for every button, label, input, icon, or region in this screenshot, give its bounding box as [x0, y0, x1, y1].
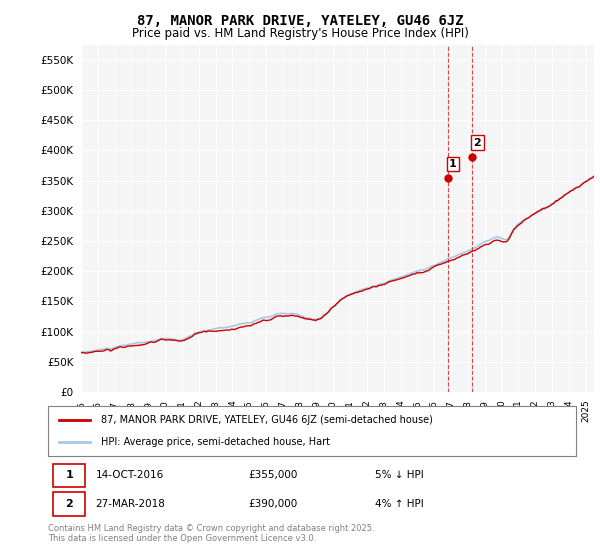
FancyBboxPatch shape [53, 464, 85, 487]
Text: 2: 2 [65, 499, 73, 509]
Text: £355,000: £355,000 [248, 470, 298, 480]
Text: 14-OCT-2016: 14-OCT-2016 [95, 470, 164, 480]
Text: £390,000: £390,000 [248, 499, 298, 509]
Text: 4% ↑ HPI: 4% ↑ HPI [376, 499, 424, 509]
Text: 87, MANOR PARK DRIVE, YATELEY, GU46 6JZ (semi-detached house): 87, MANOR PARK DRIVE, YATELEY, GU46 6JZ … [101, 415, 433, 425]
Text: Contains HM Land Registry data © Crown copyright and database right 2025.
This d: Contains HM Land Registry data © Crown c… [48, 524, 374, 543]
Text: 5% ↓ HPI: 5% ↓ HPI [376, 470, 424, 480]
Text: HPI: Average price, semi-detached house, Hart: HPI: Average price, semi-detached house,… [101, 437, 330, 447]
Text: Price paid vs. HM Land Registry's House Price Index (HPI): Price paid vs. HM Land Registry's House … [131, 27, 469, 40]
Text: 2: 2 [473, 138, 481, 148]
FancyBboxPatch shape [53, 492, 85, 516]
Text: 27-MAR-2018: 27-MAR-2018 [95, 499, 166, 509]
Text: 1: 1 [65, 470, 73, 480]
Text: 87, MANOR PARK DRIVE, YATELEY, GU46 6JZ: 87, MANOR PARK DRIVE, YATELEY, GU46 6JZ [137, 14, 463, 28]
Text: 1: 1 [449, 159, 457, 169]
